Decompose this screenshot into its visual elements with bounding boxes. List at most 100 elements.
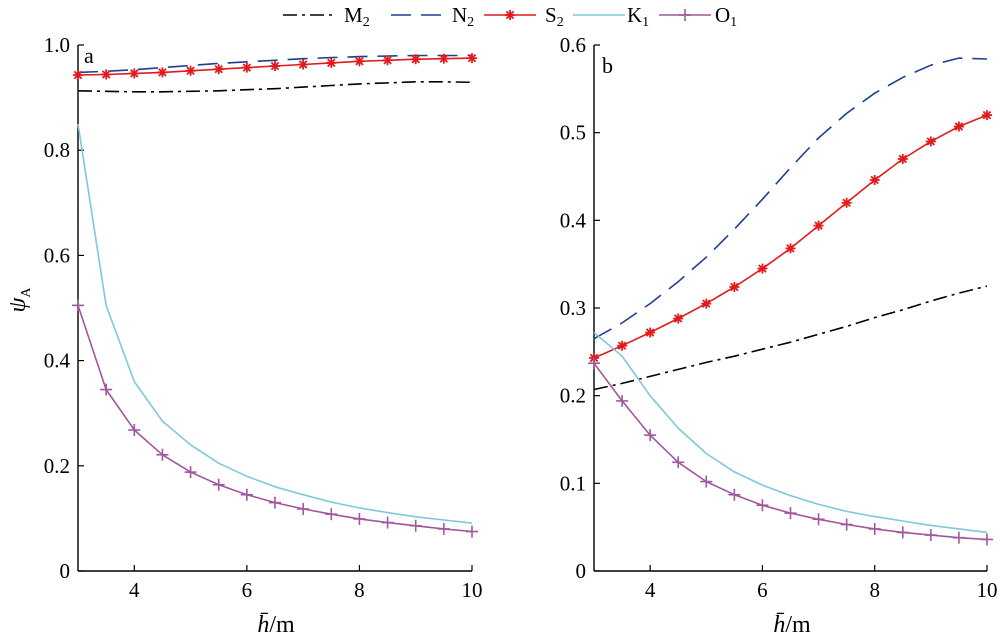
legend-label-k1: K1 <box>627 3 649 30</box>
series-o1 <box>588 357 993 546</box>
data-point <box>673 313 684 324</box>
legend-marker-o1 <box>679 9 691 21</box>
data-point <box>588 357 600 370</box>
data-point <box>381 516 394 529</box>
data-point <box>728 488 741 501</box>
x-axis-title: h̄/m <box>773 612 811 638</box>
y-tick-label: 0.6 <box>44 243 70 267</box>
data-point <box>240 488 253 501</box>
data-point <box>128 424 141 437</box>
series-line-k1 <box>77 123 473 524</box>
series-line-n2 <box>593 57 988 340</box>
data-point <box>812 513 825 526</box>
y-tick-label: 0.4 <box>560 208 587 232</box>
data-point <box>297 502 310 515</box>
data-point <box>896 526 909 539</box>
data-point <box>700 475 713 488</box>
series-line-k1 <box>593 331 988 534</box>
data-point <box>438 53 449 64</box>
data-point <box>785 243 796 254</box>
series-n2 <box>593 57 988 340</box>
data-point <box>270 61 280 72</box>
legend-item-s2: S2 <box>484 3 564 30</box>
x-axis-title: h̄/m <box>257 612 295 638</box>
x-tick-label: 8 <box>354 578 365 602</box>
data-point <box>325 508 338 521</box>
x-tick-label: 10 <box>977 578 998 602</box>
data-point <box>467 53 477 64</box>
data-point <box>409 519 422 532</box>
data-point <box>868 522 881 535</box>
legend: M2 N2 S2 K1 O1 <box>283 3 737 30</box>
legend-item-m2: M2 <box>283 3 370 30</box>
data-point <box>757 263 768 274</box>
series-s2 <box>73 53 477 80</box>
y-tick-label: 0.6 <box>560 33 586 57</box>
data-point <box>326 57 337 68</box>
data-point <box>617 340 628 351</box>
panel-letter: a <box>84 43 94 68</box>
data-point <box>840 518 853 531</box>
y-tick-label: 0 <box>576 559 587 583</box>
series-k1 <box>593 331 988 534</box>
y-tick-label: 0.1 <box>560 471 586 495</box>
y-tick-label: 0 <box>60 559 71 583</box>
data-point <box>437 522 450 535</box>
data-point <box>981 533 993 546</box>
y-tick-label: 1.0 <box>44 33 70 57</box>
data-point <box>924 529 937 542</box>
legend-label-n2: N2 <box>452 3 474 30</box>
data-point <box>729 281 740 292</box>
data-point <box>72 299 84 312</box>
series-line-m2 <box>593 285 988 391</box>
panel-b: 0 0.1 0.2 0.3 0.4 0.5 0.6 4 6 8 10 h̄/m b <box>560 33 998 638</box>
legend-item-k1: K1 <box>573 3 649 30</box>
data-point <box>925 136 936 147</box>
data-point <box>185 65 196 76</box>
x-tick-label: 4 <box>645 578 656 602</box>
y-axis-title: ψA <box>5 287 34 313</box>
data-point <box>813 220 824 231</box>
data-point <box>410 54 421 65</box>
data-point <box>157 67 168 78</box>
data-point <box>952 531 965 544</box>
data-point <box>298 59 309 70</box>
data-point <box>869 175 880 186</box>
data-point <box>354 56 365 67</box>
legend-label-o1: O1 <box>715 3 737 30</box>
legend-label-m2: M2 <box>344 3 370 30</box>
data-point <box>466 525 478 538</box>
data-point <box>953 121 964 132</box>
legend-marker-s2 <box>505 10 515 20</box>
series-m2 <box>593 285 988 391</box>
data-point <box>129 68 140 79</box>
x-tick-label: 6 <box>242 578 253 602</box>
series-n2 <box>77 54 472 74</box>
series-o1 <box>72 299 478 538</box>
data-point <box>156 448 169 461</box>
data-point <box>841 197 852 208</box>
data-point <box>382 55 393 66</box>
data-point <box>353 512 366 525</box>
series-line-n2 <box>77 54 472 74</box>
data-point <box>644 429 657 442</box>
data-point <box>982 110 992 121</box>
series-line-s2 <box>593 114 988 359</box>
series-k1 <box>77 123 473 524</box>
y-tick-label: 0.4 <box>44 349 71 373</box>
series-m2 <box>77 81 473 93</box>
data-point <box>241 62 252 73</box>
data-point <box>897 153 908 164</box>
data-point <box>73 69 83 80</box>
x-tick-label: 6 <box>757 578 768 602</box>
legend-item-o1: O1 <box>659 3 737 30</box>
data-point <box>269 496 281 509</box>
data-point <box>784 507 797 520</box>
legend-item-n2: N2 <box>391 3 474 30</box>
data-point <box>100 383 113 396</box>
data-point <box>184 466 197 479</box>
data-point <box>213 64 224 75</box>
y-tick-label: 0.8 <box>44 138 70 162</box>
data-point <box>616 394 629 407</box>
